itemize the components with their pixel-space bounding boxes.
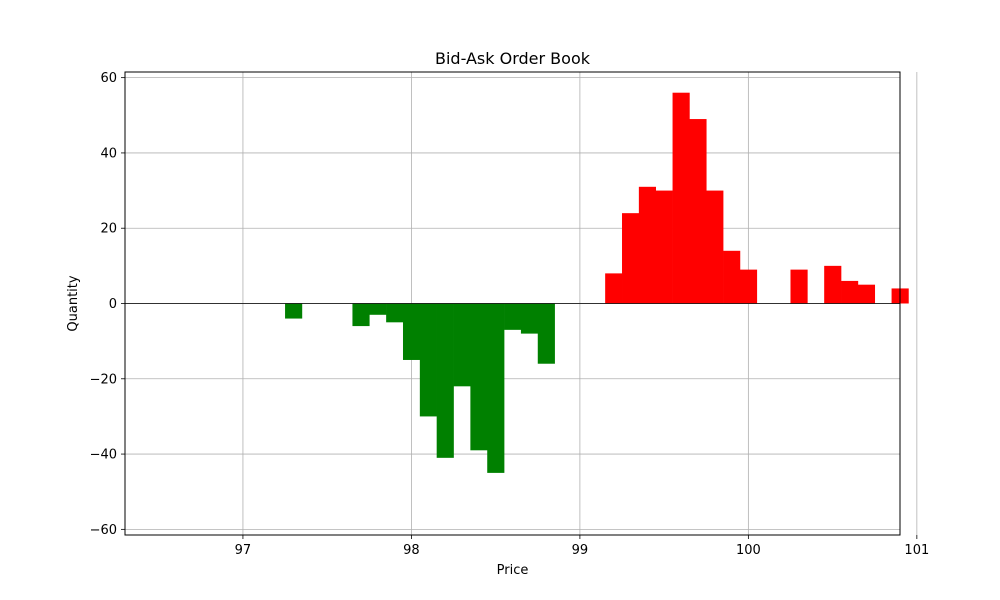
bid-bar (453, 303, 471, 387)
bid-bar (419, 303, 437, 417)
ask-bar (723, 250, 741, 304)
x-tick-label: 100 (736, 543, 761, 558)
chart-title: Bid-Ask Order Book (435, 49, 591, 68)
ticks-layer: 97 98 99 100 101 −60 −40 −20 0 20 40 60 (90, 71, 930, 558)
ask-bar (824, 265, 842, 304)
bid-bar (285, 303, 303, 319)
bars-layer (285, 92, 909, 473)
ask-bar (739, 269, 758, 304)
y-axis-label: Quantity (66, 275, 81, 331)
x-axis-label: Price (497, 563, 529, 578)
bid-bar (402, 303, 421, 360)
ask-bar (841, 280, 859, 304)
ask-bar (622, 213, 640, 304)
ask-bar (605, 273, 623, 304)
bid-bar (352, 303, 370, 327)
ask-bar (689, 119, 707, 304)
ask-bar (672, 92, 690, 304)
y-tick-label: −40 (90, 448, 117, 463)
x-tick-label: 101 (904, 543, 929, 558)
ask-bar (638, 186, 657, 304)
bid-bar (487, 303, 505, 473)
bid-bar (504, 303, 522, 330)
y-tick-label: −20 (90, 372, 117, 387)
ask-bar (706, 190, 724, 304)
bid-bar (470, 303, 488, 451)
ask-bar (857, 284, 876, 304)
bid-bar (369, 303, 387, 315)
y-tick-label: −60 (90, 523, 117, 538)
bid-bar (436, 303, 454, 458)
y-tick-label: 0 (109, 297, 117, 312)
y-tick-label: 40 (100, 146, 117, 161)
bid-bar (520, 303, 539, 334)
x-tick-label: 98 (403, 543, 420, 558)
y-tick-label: 20 (100, 222, 117, 237)
y-tick-label: 60 (100, 71, 117, 86)
ask-bar (655, 190, 673, 304)
x-tick-label: 97 (235, 543, 252, 558)
bid-bar (537, 303, 555, 364)
bid-bar (386, 303, 404, 323)
x-tick-label: 99 (572, 543, 589, 558)
ask-bar (790, 269, 808, 304)
